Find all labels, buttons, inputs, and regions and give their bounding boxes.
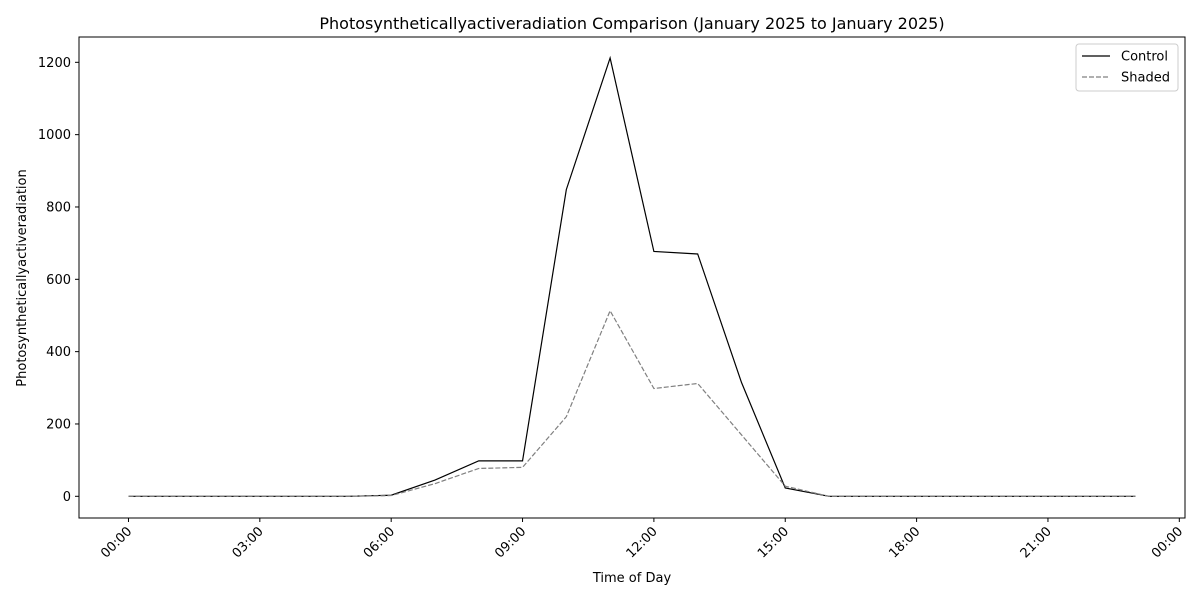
legend-label-shaded: Shaded: [1121, 71, 1170, 86]
x-tick-label: 15:00: [755, 524, 792, 561]
plot-frame: [78, 36, 1186, 519]
legend: Control Shaded: [1075, 43, 1179, 92]
series-line-control: [128, 55, 1136, 497]
x-tick-label: 12:00: [624, 524, 661, 561]
x-tick-label: 06:00: [361, 524, 398, 561]
x-tick-label: 00:00: [98, 524, 135, 561]
y-tick-label: 800: [46, 200, 71, 215]
series-lines: [128, 55, 1136, 497]
y-tick-label: 600: [46, 273, 71, 288]
y-axis: 0 200 400 600 800 1000 1200: [38, 56, 79, 505]
y-tick-label: 0: [63, 490, 71, 505]
series-line-shaded: [128, 309, 1136, 497]
x-tick-label: 18:00: [886, 524, 923, 561]
x-tick-label: 00:00: [1149, 524, 1186, 561]
y-tick-label: 200: [46, 417, 71, 432]
y-tick-label: 400: [46, 345, 71, 360]
y-axis-label: Photosyntheticallyactiveradiation: [15, 169, 30, 386]
x-axis-label: Time of Day: [592, 571, 672, 586]
x-axis: 00:00 03:00 06:00 09:00 12:00 15:00 18:00 21:00…: [98, 518, 1186, 561]
chart-title: Photosyntheticallyactiveradiation Compar…: [319, 14, 944, 33]
y-tick-label: 1200: [38, 56, 71, 71]
x-tick-label: 03:00: [230, 524, 267, 561]
legend-label-control: Control: [1121, 50, 1168, 65]
x-tick-label: 09:00: [492, 524, 529, 561]
y-tick-label: 1000: [38, 128, 71, 143]
plot-area: 0 200 400 600 800 1000 1200 00:00 03:00 06:00 09:…: [38, 36, 1186, 561]
x-tick-label: 21:00: [1018, 524, 1055, 561]
